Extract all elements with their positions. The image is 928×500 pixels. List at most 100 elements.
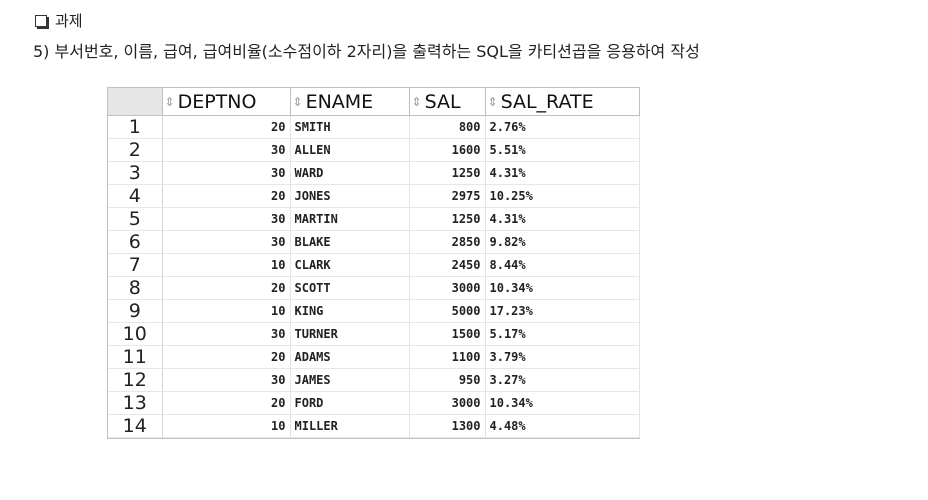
table-row[interactable]: 2 30 ALLEN 1600 5.51% (108, 138, 640, 162)
result-table: ⇕ DEPTNO ⇕ ENAME ⇕ SAL ⇕ SAL_RATE 1 20 SMITH… (108, 88, 640, 438)
row-number: 2 (108, 138, 163, 162)
ename-cell[interactable]: ADAMS (290, 345, 410, 369)
sal-cell[interactable]: 2450 (409, 253, 486, 277)
ename-cell[interactable]: KING (290, 299, 410, 323)
table-row[interactable]: 4 20 JONES 2975 10.25% (108, 184, 640, 208)
ename-cell[interactable]: MILLER (290, 414, 410, 438)
sal-rate-cell[interactable]: 5.17% (485, 322, 640, 346)
ename-cell[interactable]: ALLEN (290, 138, 410, 162)
table-row[interactable]: 11 20 ADAMS 1100 3.79% (108, 345, 640, 369)
task-description: 5) 부서번호, 이름, 급여, 급여비율(소수점이하 2자리)을 출력하는 S… (33, 42, 700, 61)
table-row[interactable]: 6 30 BLAKE 2850 9.82% (108, 230, 640, 254)
column-header-deptno[interactable]: ⇕ DEPTNO (162, 88, 291, 116)
deptno-cell[interactable]: 30 (162, 368, 291, 392)
row-number: 12 (108, 368, 163, 392)
deptno-cell[interactable]: 20 (162, 391, 291, 415)
sal-cell[interactable]: 1300 (409, 414, 486, 438)
sal-rate-cell[interactable]: 10.25% (485, 184, 640, 208)
sal-cell[interactable]: 2850 (409, 230, 486, 254)
ename-cell[interactable]: WARD (290, 161, 410, 185)
sort-icon[interactable]: ⇕ (487, 94, 498, 109)
table-row[interactable]: 14 10 MILLER 1300 4.48% (108, 414, 640, 438)
row-number: 7 (108, 253, 163, 277)
row-number: 8 (108, 276, 163, 300)
deptno-cell[interactable]: 20 (162, 115, 291, 139)
sal-cell[interactable]: 1250 (409, 161, 486, 185)
row-number: 11 (108, 345, 163, 369)
table-row[interactable]: 3 30 WARD 1250 4.31% (108, 161, 640, 185)
row-number: 13 (108, 391, 163, 415)
sal-cell[interactable]: 2975 (409, 184, 486, 208)
ename-cell[interactable]: TURNER (290, 322, 410, 346)
deptno-cell[interactable]: 20 (162, 184, 291, 208)
deptno-cell[interactable]: 30 (162, 207, 291, 231)
assignment-heading: 과제 (33, 10, 83, 32)
table-row[interactable]: 1 20 SMITH 800 2.76% (108, 115, 640, 139)
row-number: 3 (108, 161, 163, 185)
table-row[interactable]: 5 30 MARTIN 1250 4.31% (108, 207, 640, 231)
ename-cell[interactable]: FORD (290, 391, 410, 415)
sal-rate-cell[interactable]: 10.34% (485, 276, 640, 300)
checkbox-icon (35, 15, 47, 27)
sal-rate-cell[interactable]: 4.31% (485, 207, 640, 231)
deptno-cell[interactable]: 30 (162, 161, 291, 185)
sort-icon[interactable]: ⇕ (292, 94, 303, 109)
deptno-cell[interactable]: 10 (162, 253, 291, 277)
deptno-cell[interactable]: 10 (162, 414, 291, 438)
column-header-ename[interactable]: ⇕ ENAME (290, 88, 410, 116)
table-row[interactable]: 8 20 SCOTT 3000 10.34% (108, 276, 640, 300)
query-result-grid: ⇕ DEPTNO ⇕ ENAME ⇕ SAL ⇕ SAL_RATE 1 20 SMITH… (107, 87, 640, 439)
sal-cell[interactable]: 1100 (409, 345, 486, 369)
sal-rate-cell[interactable]: 9.82% (485, 230, 640, 254)
sal-rate-cell[interactable]: 4.48% (485, 414, 640, 438)
row-number: 9 (108, 299, 163, 323)
sort-icon[interactable]: ⇕ (411, 94, 422, 109)
header-row: ⇕ DEPTNO ⇕ ENAME ⇕ SAL ⇕ SAL_RATE (108, 88, 640, 116)
sal-cell[interactable]: 1600 (409, 138, 486, 162)
column-header-sal-rate[interactable]: ⇕ SAL_RATE (485, 88, 640, 116)
table-row[interactable]: 10 30 TURNER 1500 5.17% (108, 322, 640, 346)
deptno-cell[interactable]: 20 (162, 345, 291, 369)
sal-rate-cell[interactable]: 2.76% (485, 115, 640, 139)
sal-cell[interactable]: 800 (409, 115, 486, 139)
sal-rate-cell[interactable]: 17.23% (485, 299, 640, 323)
deptno-cell[interactable]: 10 (162, 299, 291, 323)
row-number: 14 (108, 414, 163, 438)
deptno-cell[interactable]: 30 (162, 138, 291, 162)
column-header-sal[interactable]: ⇕ SAL (409, 88, 486, 116)
ename-cell[interactable]: MARTIN (290, 207, 410, 231)
sal-rate-cell[interactable]: 3.79% (485, 345, 640, 369)
table-row[interactable]: 9 10 KING 5000 17.23% (108, 299, 640, 323)
table-row[interactable]: 7 10 CLARK 2450 8.44% (108, 253, 640, 277)
sal-rate-cell[interactable]: 5.51% (485, 138, 640, 162)
ename-cell[interactable]: SCOTT (290, 276, 410, 300)
row-number: 1 (108, 115, 163, 139)
sal-cell[interactable]: 950 (409, 368, 486, 392)
sal-cell[interactable]: 3000 (409, 276, 486, 300)
ename-cell[interactable]: JONES (290, 184, 410, 208)
ename-cell[interactable]: JAMES (290, 368, 410, 392)
sal-rate-cell[interactable]: 4.31% (485, 161, 640, 185)
deptno-cell[interactable]: 20 (162, 276, 291, 300)
row-number: 10 (108, 322, 163, 346)
assignment-title: 과제 (55, 12, 83, 30)
row-number: 6 (108, 230, 163, 254)
sort-icon[interactable]: ⇕ (164, 94, 175, 109)
ename-cell[interactable]: CLARK (290, 253, 410, 277)
deptno-cell[interactable]: 30 (162, 230, 291, 254)
row-number: 5 (108, 207, 163, 231)
sal-cell[interactable]: 5000 (409, 299, 486, 323)
row-number-header (108, 88, 163, 116)
sal-rate-cell[interactable]: 10.34% (485, 391, 640, 415)
table-row[interactable]: 12 30 JAMES 950 3.27% (108, 368, 640, 392)
deptno-cell[interactable]: 30 (162, 322, 291, 346)
sal-cell[interactable]: 3000 (409, 391, 486, 415)
ename-cell[interactable]: SMITH (290, 115, 410, 139)
sal-cell[interactable]: 1500 (409, 322, 486, 346)
sal-cell[interactable]: 1250 (409, 207, 486, 231)
row-number: 4 (108, 184, 163, 208)
table-row[interactable]: 13 20 FORD 3000 10.34% (108, 391, 640, 415)
sal-rate-cell[interactable]: 8.44% (485, 253, 640, 277)
ename-cell[interactable]: BLAKE (290, 230, 410, 254)
sal-rate-cell[interactable]: 3.27% (485, 368, 640, 392)
